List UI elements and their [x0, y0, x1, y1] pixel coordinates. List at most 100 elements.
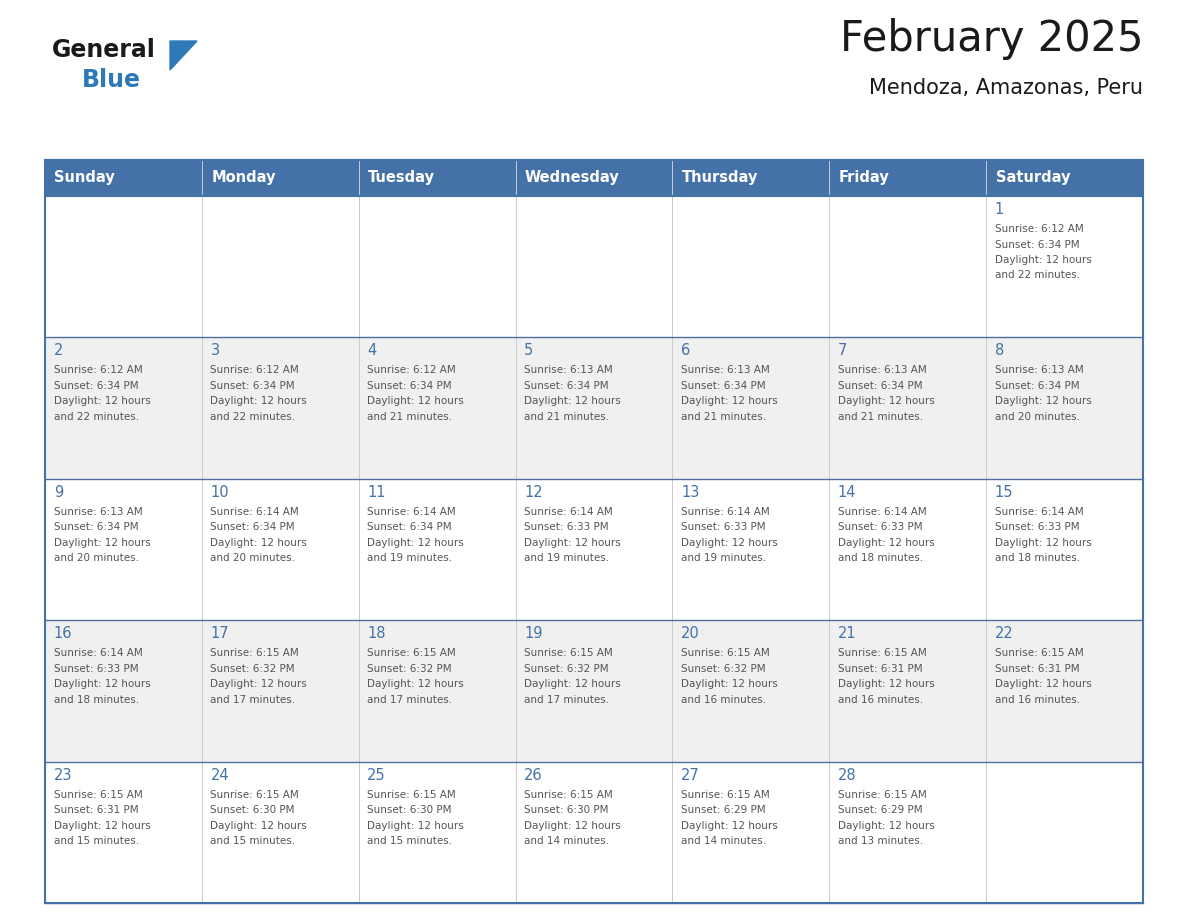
Text: 10: 10	[210, 485, 229, 499]
Bar	[986, 479, 1143, 621]
Text: Sunrise: 6:15 AM: Sunrise: 6:15 AM	[994, 648, 1083, 658]
Text: Sunset: 6:34 PM: Sunset: 6:34 PM	[210, 522, 295, 532]
Bar	[829, 196, 986, 338]
Bar	[45, 196, 202, 338]
Bar	[359, 338, 516, 479]
Text: Sunrise: 6:12 AM: Sunrise: 6:12 AM	[994, 224, 1083, 234]
Text: Daylight: 12 hours: Daylight: 12 hours	[367, 538, 465, 548]
Text: 7: 7	[838, 343, 847, 358]
Text: and 21 minutes.: and 21 minutes.	[838, 412, 923, 422]
Text: Monday: Monday	[211, 170, 276, 185]
Text: Sunset: 6:34 PM: Sunset: 6:34 PM	[210, 381, 295, 391]
Bar	[672, 160, 829, 196]
Text: and 18 minutes.: and 18 minutes.	[838, 554, 923, 564]
Bar	[829, 338, 986, 479]
Text: Sunset: 6:30 PM: Sunset: 6:30 PM	[524, 805, 608, 815]
Text: Sunrise: 6:15 AM: Sunrise: 6:15 AM	[367, 648, 456, 658]
Text: Daylight: 12 hours: Daylight: 12 hours	[838, 821, 935, 831]
Bar	[829, 762, 986, 903]
Bar	[516, 479, 672, 621]
Text: and 20 minutes.: and 20 minutes.	[53, 554, 139, 564]
Text: 21: 21	[838, 626, 857, 641]
Text: Sunset: 6:34 PM: Sunset: 6:34 PM	[53, 381, 138, 391]
Text: Daylight: 12 hours: Daylight: 12 hours	[53, 538, 151, 548]
Text: Daylight: 12 hours: Daylight: 12 hours	[524, 538, 621, 548]
Bar	[45, 621, 202, 762]
Text: Daylight: 12 hours: Daylight: 12 hours	[524, 397, 621, 407]
Text: and 15 minutes.: and 15 minutes.	[210, 836, 296, 846]
Bar	[45, 160, 1143, 903]
Bar	[45, 160, 202, 196]
Text: Daylight: 12 hours: Daylight: 12 hours	[53, 821, 151, 831]
Text: Daylight: 12 hours: Daylight: 12 hours	[210, 821, 308, 831]
Bar	[672, 338, 829, 479]
Text: Sunset: 6:34 PM: Sunset: 6:34 PM	[994, 381, 1080, 391]
Text: Sunset: 6:32 PM: Sunset: 6:32 PM	[367, 664, 451, 674]
Bar	[202, 160, 359, 196]
Text: Sunrise: 6:14 AM: Sunrise: 6:14 AM	[53, 648, 143, 658]
Text: Sunrise: 6:15 AM: Sunrise: 6:15 AM	[681, 789, 770, 800]
Bar	[202, 762, 359, 903]
Bar	[829, 621, 986, 762]
Text: 23: 23	[53, 767, 72, 783]
Text: Daylight: 12 hours: Daylight: 12 hours	[838, 397, 935, 407]
Text: Sunrise: 6:15 AM: Sunrise: 6:15 AM	[367, 789, 456, 800]
Text: Sunset: 6:34 PM: Sunset: 6:34 PM	[524, 381, 608, 391]
Text: 4: 4	[367, 343, 377, 358]
Bar	[359, 762, 516, 903]
Text: Daylight: 12 hours: Daylight: 12 hours	[367, 821, 465, 831]
Text: 28: 28	[838, 767, 857, 783]
Text: Sunset: 6:33 PM: Sunset: 6:33 PM	[994, 522, 1080, 532]
Text: and 15 minutes.: and 15 minutes.	[53, 836, 139, 846]
Text: Tuesday: Tuesday	[368, 170, 435, 185]
Bar	[202, 338, 359, 479]
Text: Sunrise: 6:15 AM: Sunrise: 6:15 AM	[838, 789, 927, 800]
Text: and 21 minutes.: and 21 minutes.	[367, 412, 453, 422]
Bar	[516, 160, 672, 196]
Text: Sunset: 6:34 PM: Sunset: 6:34 PM	[53, 522, 138, 532]
Text: Sunrise: 6:13 AM: Sunrise: 6:13 AM	[53, 507, 143, 517]
Bar	[202, 196, 359, 338]
Text: and 17 minutes.: and 17 minutes.	[210, 695, 296, 705]
Bar	[986, 196, 1143, 338]
Text: and 17 minutes.: and 17 minutes.	[367, 695, 453, 705]
Text: Daylight: 12 hours: Daylight: 12 hours	[838, 679, 935, 689]
Text: and 16 minutes.: and 16 minutes.	[838, 695, 923, 705]
Bar	[202, 479, 359, 621]
Text: 16: 16	[53, 626, 72, 641]
Text: 15: 15	[994, 485, 1013, 499]
Text: and 21 minutes.: and 21 minutes.	[681, 412, 766, 422]
Text: Daylight: 12 hours: Daylight: 12 hours	[681, 679, 778, 689]
Text: Sunset: 6:34 PM: Sunset: 6:34 PM	[994, 240, 1080, 250]
Text: and 21 minutes.: and 21 minutes.	[524, 412, 609, 422]
Text: Sunrise: 6:12 AM: Sunrise: 6:12 AM	[367, 365, 456, 375]
Text: Sunrise: 6:13 AM: Sunrise: 6:13 AM	[681, 365, 770, 375]
Text: 12: 12	[524, 485, 543, 499]
Text: Friday: Friday	[839, 170, 890, 185]
Text: Sunset: 6:30 PM: Sunset: 6:30 PM	[210, 805, 295, 815]
Bar	[986, 762, 1143, 903]
Text: 2: 2	[53, 343, 63, 358]
Text: Sunset: 6:29 PM: Sunset: 6:29 PM	[681, 805, 766, 815]
Text: Sunset: 6:32 PM: Sunset: 6:32 PM	[524, 664, 608, 674]
Text: and 19 minutes.: and 19 minutes.	[681, 554, 766, 564]
Bar	[829, 479, 986, 621]
Bar	[202, 621, 359, 762]
Text: Daylight: 12 hours: Daylight: 12 hours	[681, 538, 778, 548]
Text: Wednesday: Wednesday	[525, 170, 620, 185]
Text: 17: 17	[210, 626, 229, 641]
Text: Daylight: 12 hours: Daylight: 12 hours	[524, 679, 621, 689]
Text: and 16 minutes.: and 16 minutes.	[681, 695, 766, 705]
Text: Sunset: 6:33 PM: Sunset: 6:33 PM	[53, 664, 138, 674]
Text: and 16 minutes.: and 16 minutes.	[994, 695, 1080, 705]
Text: Daylight: 12 hours: Daylight: 12 hours	[994, 397, 1092, 407]
Text: Sunrise: 6:15 AM: Sunrise: 6:15 AM	[524, 789, 613, 800]
Text: Daylight: 12 hours: Daylight: 12 hours	[53, 679, 151, 689]
Text: and 15 minutes.: and 15 minutes.	[367, 836, 453, 846]
Bar	[516, 196, 672, 338]
Text: and 18 minutes.: and 18 minutes.	[994, 554, 1080, 564]
Text: and 18 minutes.: and 18 minutes.	[53, 695, 139, 705]
Text: Sunset: 6:34 PM: Sunset: 6:34 PM	[681, 381, 766, 391]
Text: Sunrise: 6:14 AM: Sunrise: 6:14 AM	[838, 507, 927, 517]
Text: Sunset: 6:31 PM: Sunset: 6:31 PM	[53, 805, 138, 815]
